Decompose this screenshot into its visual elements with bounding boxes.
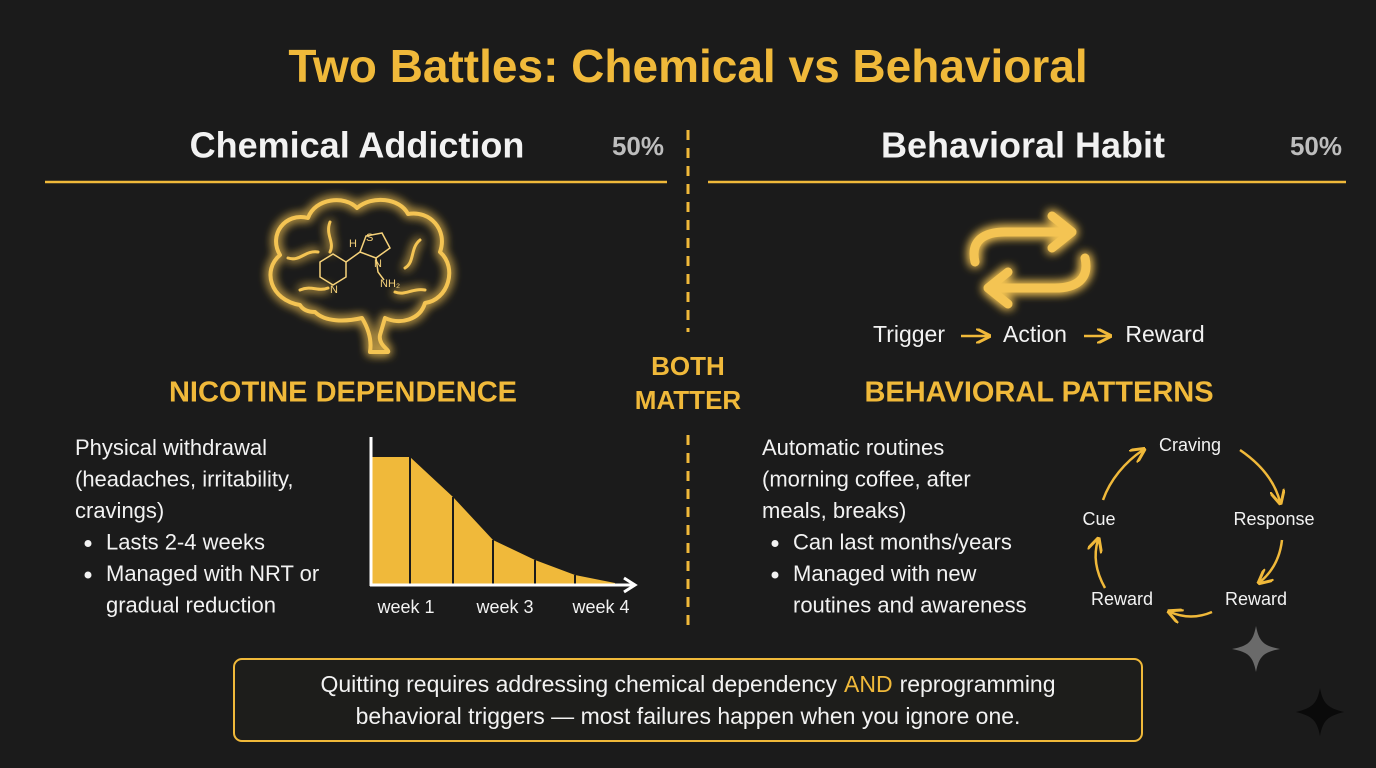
right-heading: Behavioral Habit (881, 125, 1165, 166)
bullet-line: routines and awareness (793, 592, 1027, 617)
left-share: 50% (612, 131, 664, 161)
bullet-line: Can last months/years (793, 529, 1012, 554)
bullet (771, 571, 779, 579)
loop-icon (969, 211, 1091, 309)
cycle-arrows (1096, 450, 1282, 617)
bullet-line: Lasts 2-4 weeks (106, 529, 265, 554)
body-line: meals, breaks) (762, 498, 906, 523)
molecule-label: NH₂ (380, 278, 400, 290)
cycle-node: Cue (1082, 509, 1115, 529)
center-label: BOTH (651, 351, 725, 381)
footer-box (233, 658, 1143, 742)
molecule-label: N (374, 258, 382, 270)
bullet (84, 571, 92, 579)
body-line: cravings) (75, 498, 164, 523)
footer-line: behavioral triggers — most failures happ… (356, 703, 1021, 729)
footer-emphasis: AND (844, 671, 893, 697)
body-line: (headaches, irritability, (75, 466, 293, 491)
bullet-line: gradual reduction (106, 592, 276, 617)
cycle-node: Craving (1159, 435, 1221, 455)
footer-text: Quitting requires addressing chemical de… (320, 671, 837, 697)
bullet (84, 540, 92, 547)
molecule (319, 232, 391, 286)
chart-label: week 1 (376, 597, 434, 617)
bullet-line: Managed with NRT or (106, 561, 319, 586)
right-subtitle: BEHAVIORAL PATTERNS (864, 377, 1213, 409)
footer-text: reprogramming (900, 671, 1056, 697)
withdrawal-shape (372, 457, 615, 585)
cycle-node: Reward (1091, 589, 1153, 609)
chart-label: week 3 (475, 597, 533, 617)
axis-arrow (623, 576, 638, 594)
bullet (771, 540, 779, 547)
left-subtitle: NICOTINE DEPENDENCE (169, 377, 517, 409)
cycle-node: Response (1233, 509, 1314, 529)
molecule-label: H (349, 238, 357, 250)
right-share: 50% (1290, 131, 1342, 161)
brain-icon (268, 197, 452, 354)
withdrawal-steps (409, 457, 576, 585)
flow-step: Action (1003, 321, 1067, 347)
footer-line: Quitting requires addressing chemical de… (320, 671, 1055, 697)
chart-label: week 4 (571, 597, 629, 617)
left-heading: Chemical Addiction (190, 125, 525, 166)
body-line: Physical withdrawal (75, 435, 267, 460)
center-label: MATTER (635, 385, 742, 415)
flow-step: Trigger (873, 321, 945, 347)
flow: Trigger Action Reward (873, 321, 1205, 347)
molecule-label: N (330, 284, 338, 296)
cycle-node: Reward (1225, 589, 1287, 609)
bullet-line: Managed with new (793, 561, 977, 586)
flow-step: Reward (1125, 321, 1204, 347)
sparkle (1232, 626, 1280, 672)
body-line: (morning coffee, after (762, 466, 971, 491)
title: Two Battles: Chemical vs Behavioral (288, 40, 1087, 92)
molecule-label: S (366, 232, 373, 244)
sparkle (1296, 688, 1344, 736)
body-line: Automatic routines (762, 435, 944, 460)
